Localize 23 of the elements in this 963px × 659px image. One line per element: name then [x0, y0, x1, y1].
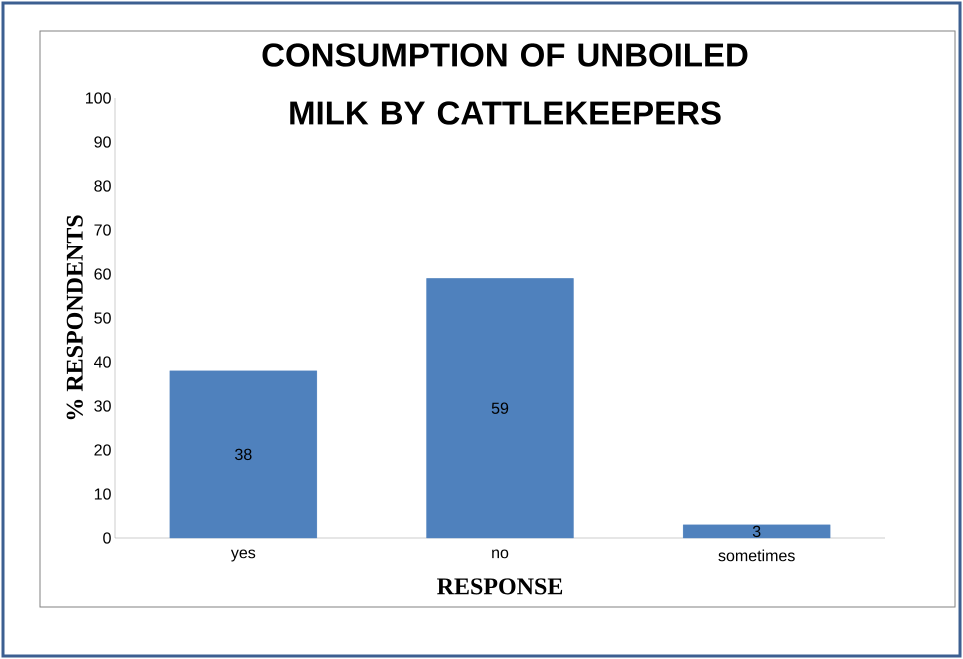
y-tick-label: 70 — [94, 224, 111, 236]
chart-title: CONSUMPTION OF UNBOILED MILK BY CATTLEKEEPERS — [262, 43, 748, 125]
y-tick-label: 30 — [94, 400, 111, 412]
x-tick-label: no — [492, 550, 508, 558]
data-label: 3 — [752, 526, 760, 538]
data-label: 59 — [492, 402, 508, 414]
y-tick-label: 20 — [94, 444, 111, 456]
y-tick-label: 90 — [94, 136, 111, 148]
y-tick-label: 80 — [94, 180, 111, 192]
x-axis-title: RESPONSE — [437, 578, 562, 594]
y-tick-label: 100 — [86, 92, 111, 104]
y-tick-label: 10 — [94, 488, 111, 500]
y-tick-label: 0 — [103, 532, 111, 544]
bar — [682, 524, 830, 538]
x-tick-label: sometimes — [718, 550, 795, 562]
y-axis-title: % RESPONDENTS — [66, 215, 83, 420]
bar — [426, 278, 574, 538]
x-tick-label: yes — [230, 550, 256, 562]
bar — [170, 370, 318, 538]
data-label: 38 — [235, 448, 252, 460]
y-tick-label: 50 — [94, 312, 111, 324]
y-tick-label: 40 — [94, 356, 111, 368]
y-tick-label: 60 — [94, 268, 111, 280]
